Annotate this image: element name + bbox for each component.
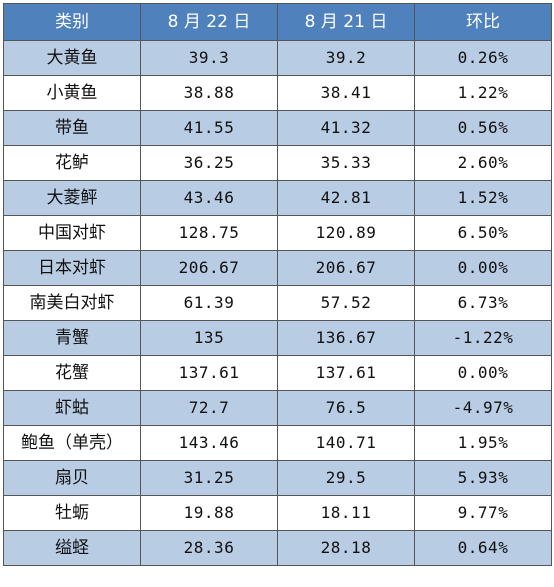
cell-change: 0.26%	[414, 40, 552, 76]
cell-price-aug-21: 206.67	[277, 250, 415, 286]
cell-category: 花蟹	[3, 355, 141, 391]
cell-price-aug-22: 31.25	[140, 460, 278, 496]
cell-category: 带鱼	[3, 110, 141, 146]
table-row: 鲍鱼（单壳） 143.46 140.71 1.95%	[3, 425, 552, 461]
cell-price-aug-22: 28.36	[140, 530, 278, 566]
cell-price-aug-21: 39.2	[277, 40, 415, 76]
cell-category: 花鲈	[3, 145, 141, 181]
cell-category: 虾蛄	[3, 390, 141, 426]
cell-price-aug-22: 41.55	[140, 110, 278, 146]
cell-price-aug-22: 137.61	[140, 355, 278, 391]
table-row: 虾蛄 72.7 76.5 -4.97%	[3, 390, 552, 426]
price-table-container: 类别 8 月 22 日 8 月 21 日 环比 大黄鱼 39.3 39.2 0.26%…	[3, 3, 552, 584]
cell-category: 中国对虾	[3, 215, 141, 251]
cell-change: 5.93%	[414, 460, 552, 496]
table-row: 中国对虾 128.75 120.89 6.50%	[3, 215, 552, 251]
cell-price-aug-21: 41.32	[277, 110, 415, 146]
cell-price-aug-22: 38.88	[140, 75, 278, 111]
cell-change: 1.52%	[414, 180, 552, 216]
cell-change: -4.97%	[414, 390, 552, 426]
cell-change: 0.00%	[414, 355, 552, 391]
cell-price-aug-21: 57.52	[277, 285, 415, 321]
cell-category: 扇贝	[3, 460, 141, 496]
cell-price-aug-22: 36.25	[140, 145, 278, 181]
cell-price-aug-22: 19.88	[140, 495, 278, 531]
cell-price-aug-21: 18.11	[277, 495, 415, 531]
cell-price-aug-22: 135	[140, 320, 278, 356]
cell-change: 1.95%	[414, 425, 552, 461]
cell-change: 0.56%	[414, 110, 552, 146]
cell-price-aug-21: 28.18	[277, 530, 415, 566]
cell-category: 南美白对虾	[3, 285, 141, 321]
cell-price-aug-21: 76.5	[277, 390, 415, 426]
cell-price-aug-22: 61.39	[140, 285, 278, 321]
cell-change: 9.77%	[414, 495, 552, 531]
cell-category: 小黄鱼	[3, 75, 141, 111]
cell-category: 大菱鲆	[3, 180, 141, 216]
table-row: 带鱼 41.55 41.32 0.56%	[3, 110, 552, 146]
cell-change: 6.50%	[414, 215, 552, 251]
table-body: 大黄鱼 39.3 39.2 0.26% 小黄鱼 38.88 38.41 1.22% 带鱼 41.5…	[3, 40, 552, 566]
cell-change: -1.22%	[414, 320, 552, 356]
header-category: 类别	[3, 3, 141, 41]
cell-price-aug-22: 39.3	[140, 40, 278, 76]
cell-price-aug-22: 43.46	[140, 180, 278, 216]
header-row: 类别 8 月 22 日 8 月 21 日 环比	[3, 3, 552, 41]
cell-change: 1.22%	[414, 75, 552, 111]
header-change: 环比	[414, 3, 552, 41]
seafood-price-table: 类别 8 月 22 日 8 月 21 日 环比 大黄鱼 39.3 39.2 0.26%…	[3, 3, 552, 566]
cell-price-aug-21: 38.41	[277, 75, 415, 111]
cell-price-aug-22: 72.7	[140, 390, 278, 426]
table-row: 日本对虾 206.67 206.67 0.00%	[3, 250, 552, 286]
cell-category: 牡蛎	[3, 495, 141, 531]
cell-change: 6.73%	[414, 285, 552, 321]
table-row: 青蟹 135 136.67 -1.22%	[3, 320, 552, 356]
table-row: 小黄鱼 38.88 38.41 1.22%	[3, 75, 552, 111]
cell-change: 0.64%	[414, 530, 552, 566]
table-row: 大菱鲆 43.46 42.81 1.52%	[3, 180, 552, 216]
header-aug-21: 8 月 21 日	[277, 3, 415, 41]
cell-category: 缢蛏	[3, 530, 141, 566]
table-row: 扇贝 31.25 29.5 5.93%	[3, 460, 552, 496]
cell-price-aug-22: 143.46	[140, 425, 278, 461]
cell-price-aug-21: 42.81	[277, 180, 415, 216]
cell-price-aug-21: 137.61	[277, 355, 415, 391]
cell-price-aug-22: 128.75	[140, 215, 278, 251]
cell-price-aug-21: 120.89	[277, 215, 415, 251]
table-row: 大黄鱼 39.3 39.2 0.26%	[3, 40, 552, 76]
table-row: 缢蛏 28.36 28.18 0.64%	[3, 530, 552, 566]
table-row: 花鲈 36.25 35.33 2.60%	[3, 145, 552, 181]
header-aug-22: 8 月 22 日	[140, 3, 278, 41]
cell-price-aug-21: 29.5	[277, 460, 415, 496]
cell-price-aug-21: 140.71	[277, 425, 415, 461]
cell-category: 大黄鱼	[3, 40, 141, 76]
cell-price-aug-21: 136.67	[277, 320, 415, 356]
cell-price-aug-22: 206.67	[140, 250, 278, 286]
cell-change: 2.60%	[414, 145, 552, 181]
table-row: 花蟹 137.61 137.61 0.00%	[3, 355, 552, 391]
table-row: 牡蛎 19.88 18.11 9.77%	[3, 495, 552, 531]
cell-change: 0.00%	[414, 250, 552, 286]
cell-category: 日本对虾	[3, 250, 141, 286]
cell-category: 鲍鱼（单壳）	[3, 425, 141, 461]
cell-price-aug-21: 35.33	[277, 145, 415, 181]
table-row: 南美白对虾 61.39 57.52 6.73%	[3, 285, 552, 321]
table-header: 类别 8 月 22 日 8 月 21 日 环比	[3, 3, 552, 41]
cell-category: 青蟹	[3, 320, 141, 356]
